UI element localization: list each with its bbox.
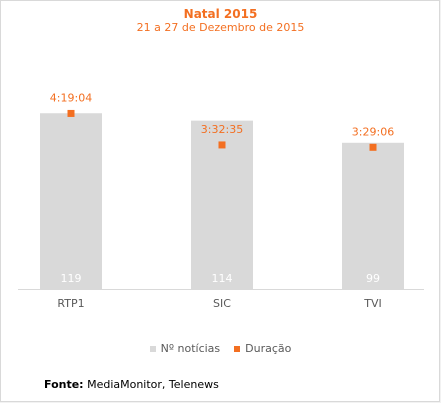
legend-label-news-count: Nº notícias [160,342,221,355]
chart-subtitle: 21 a 27 de Dezembro de 2015 [136,21,305,34]
bar-value-label: 114 [212,272,233,285]
legend-item-news-count: Nº notícias [149,342,221,355]
source-note: Fonte: MediaMonitor, Telenews [44,378,219,391]
bar-value-label: 119 [61,272,82,285]
source-text: MediaMonitor, Telenews [87,378,219,391]
category-tick-label: TVI [363,297,382,310]
duration-label: 3:32:35 [201,123,243,136]
legend-swatch-duration [234,345,241,352]
legend: Nº notícias Duração [0,342,441,355]
source-label: Fonte: [44,378,84,391]
chart-title: Natal 2015 [183,7,258,21]
duration-label: 4:19:04 [50,91,92,104]
duration-label: 3:29:06 [352,125,394,138]
bar-value-label: 99 [366,272,380,285]
category-tick-label: SIC [213,297,231,310]
bar-news-count [342,142,404,289]
legend-label-duration: Duração [245,342,292,355]
legend-swatch-news-count [149,345,156,352]
bar-news-count [191,120,253,289]
duration-point [218,141,226,149]
duration-point [369,143,377,151]
duration-point [67,109,75,117]
category-tick-label: RTP1 [57,297,84,310]
legend-item-duration: Duração [234,342,291,355]
bar-news-count [40,113,102,289]
